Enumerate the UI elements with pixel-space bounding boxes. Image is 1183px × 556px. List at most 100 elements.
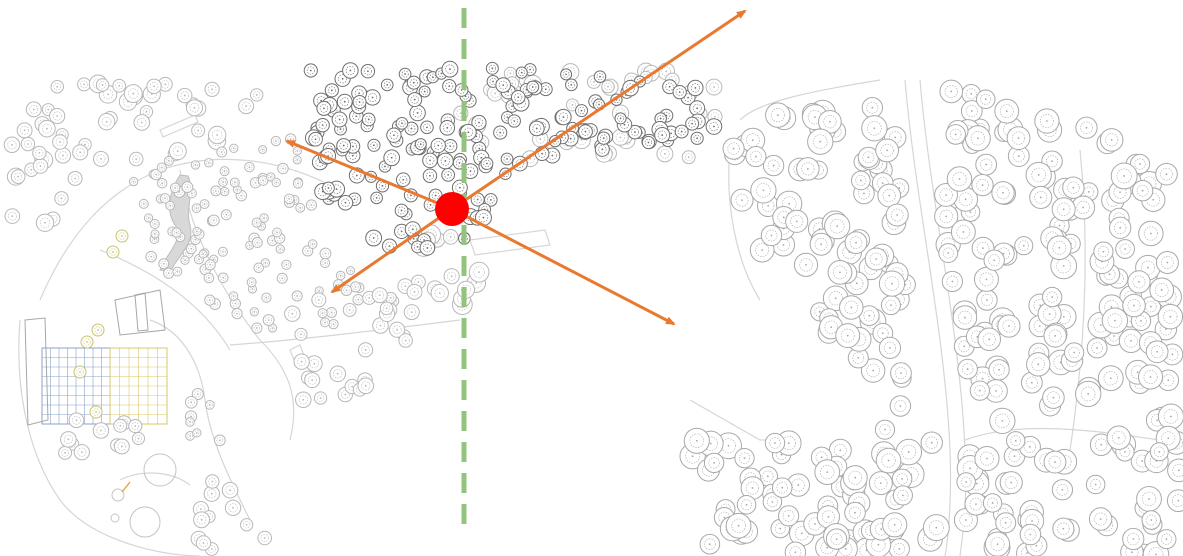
tree [251,236,263,248]
tree [560,68,573,81]
tree [293,353,310,370]
tree [614,112,627,125]
tree [307,239,318,250]
lower-path [119,472,191,486]
tree [340,284,353,297]
tree [1141,510,1162,530]
tree [270,135,282,147]
tree [627,124,643,140]
tree [705,118,723,135]
tree [260,258,271,268]
tree [258,145,268,155]
tree [842,465,868,491]
tree [971,173,994,197]
tree [991,181,1015,205]
tree [275,244,285,254]
tree [185,243,197,255]
garden-grid-yellow [109,347,168,425]
tree [778,505,800,527]
tree [128,176,139,187]
tree [685,116,700,131]
tree [439,120,456,136]
building-wing [134,292,149,332]
tree [32,158,49,174]
tree [319,247,332,260]
tree [975,89,996,110]
tree [224,499,242,516]
plaza-circle [110,513,120,523]
trees-left-light [3,62,723,556]
tree [342,302,357,317]
tree [337,195,354,211]
tree [185,99,204,117]
tree [156,162,167,173]
tree [891,468,913,490]
tree [436,152,454,170]
tree [999,471,1023,495]
tree [203,272,215,284]
tree [984,379,1008,403]
tree [861,115,888,142]
plaza-circle [129,506,161,538]
tree [784,541,807,556]
tree [442,229,459,245]
tree [485,61,499,75]
tree [500,152,514,166]
tree [195,535,212,551]
tree [974,445,1000,472]
tree [969,380,990,401]
viewpoint-marker [435,192,469,226]
view-arrows [285,9,747,326]
tree [380,78,394,92]
tree [1014,236,1034,256]
tree [150,229,160,239]
tree [995,512,1017,534]
tree [1085,474,1106,495]
tree [131,431,146,446]
tree [67,170,83,186]
tree [875,138,899,163]
tree [672,85,687,100]
tree [261,292,272,303]
tree [295,202,306,213]
tree [305,199,318,211]
tree [1166,489,1183,513]
tree [575,104,589,118]
tree [762,492,783,512]
tree [1137,364,1164,390]
tree [205,474,220,489]
tree [1074,380,1102,408]
tree [1109,216,1132,239]
tree [398,67,412,81]
tree [844,501,866,524]
tree [50,79,64,94]
tree [807,128,834,155]
tree [192,226,202,237]
tree [395,117,409,130]
tree [1051,197,1076,222]
tree [204,158,214,168]
tree [336,93,353,110]
tree [889,395,912,417]
small-structure [469,229,551,256]
tree [406,75,421,90]
tree [1052,517,1075,540]
tree [403,304,420,321]
tree [169,182,181,194]
tree [1167,458,1183,483]
building-outline [114,289,166,336]
tree [216,146,228,158]
building-complex [24,289,166,426]
tree [138,198,149,209]
tree [762,154,785,177]
tree [736,494,757,515]
tree [952,305,978,330]
tree [159,193,171,204]
tree [398,333,413,348]
tree [229,177,240,188]
tree [345,266,355,276]
tree [687,79,704,97]
tree [1093,241,1114,262]
tree [80,335,94,349]
tree [1157,303,1183,330]
